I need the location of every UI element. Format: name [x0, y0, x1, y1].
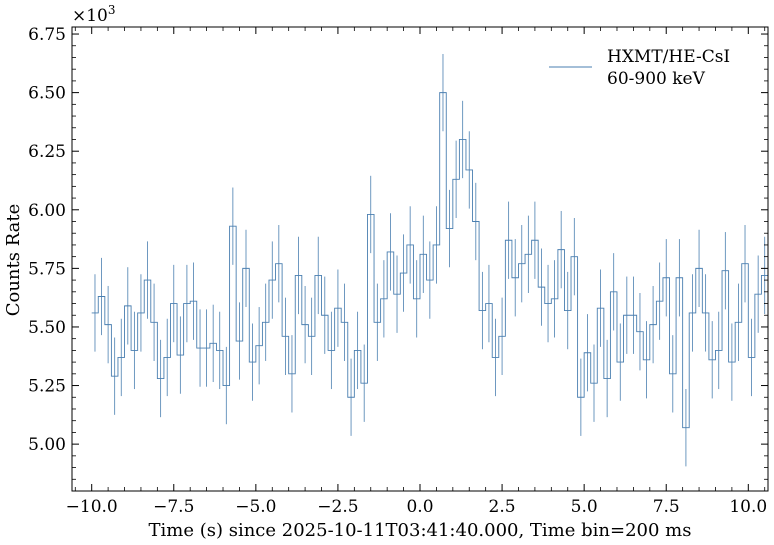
y-tick-label: 6.75	[28, 25, 66, 45]
y-tick-label: 6.50	[28, 84, 66, 104]
x-tick-label: 0.0	[406, 497, 433, 517]
y-tick-label: 5.75	[28, 259, 66, 279]
x-tick-label: 7.5	[653, 497, 680, 517]
x-tick-label: −7.5	[153, 497, 194, 517]
x-tick-label: 5.0	[571, 497, 598, 517]
plot-area	[91, 53, 768, 467]
y-multiplier-exponent: 3	[108, 3, 116, 17]
legend-label-instrument: HXMT/HE-CsI	[607, 47, 730, 67]
y-tick-label: 5.50	[28, 318, 66, 338]
x-tick-label: 2.5	[489, 497, 516, 517]
y-tick-label: 5.00	[28, 435, 66, 455]
y-axis-title: Counts Rate	[3, 204, 24, 317]
y-tick-label: 6.25	[28, 142, 66, 162]
y-tick-label: 6.00	[28, 201, 66, 221]
axes: −10.0 −7.5 −5.0 −2.5 0.0 2.5 5.0 7.5 10.0 5.00 5.2…	[28, 25, 769, 517]
x-tick-label: 10.0	[729, 497, 767, 517]
legend: HXMT/HE-CsI 60-900 keV	[549, 47, 730, 89]
x-tick-label: −2.5	[317, 497, 358, 517]
y-multiplier-base: ×10	[72, 6, 108, 26]
y-axis-multiplier: ×103	[72, 3, 116, 26]
x-tick-label: −10.0	[66, 497, 118, 517]
x-axis-title: Time (s) since 2025-10-11T03:41:40.000, …	[149, 520, 692, 541]
x-tick-label: −5.0	[235, 497, 276, 517]
legend-label-energy: 60-900 keV	[607, 69, 706, 89]
y-tick-label: 5.25	[28, 377, 66, 397]
series-step-line	[91, 92, 768, 429]
